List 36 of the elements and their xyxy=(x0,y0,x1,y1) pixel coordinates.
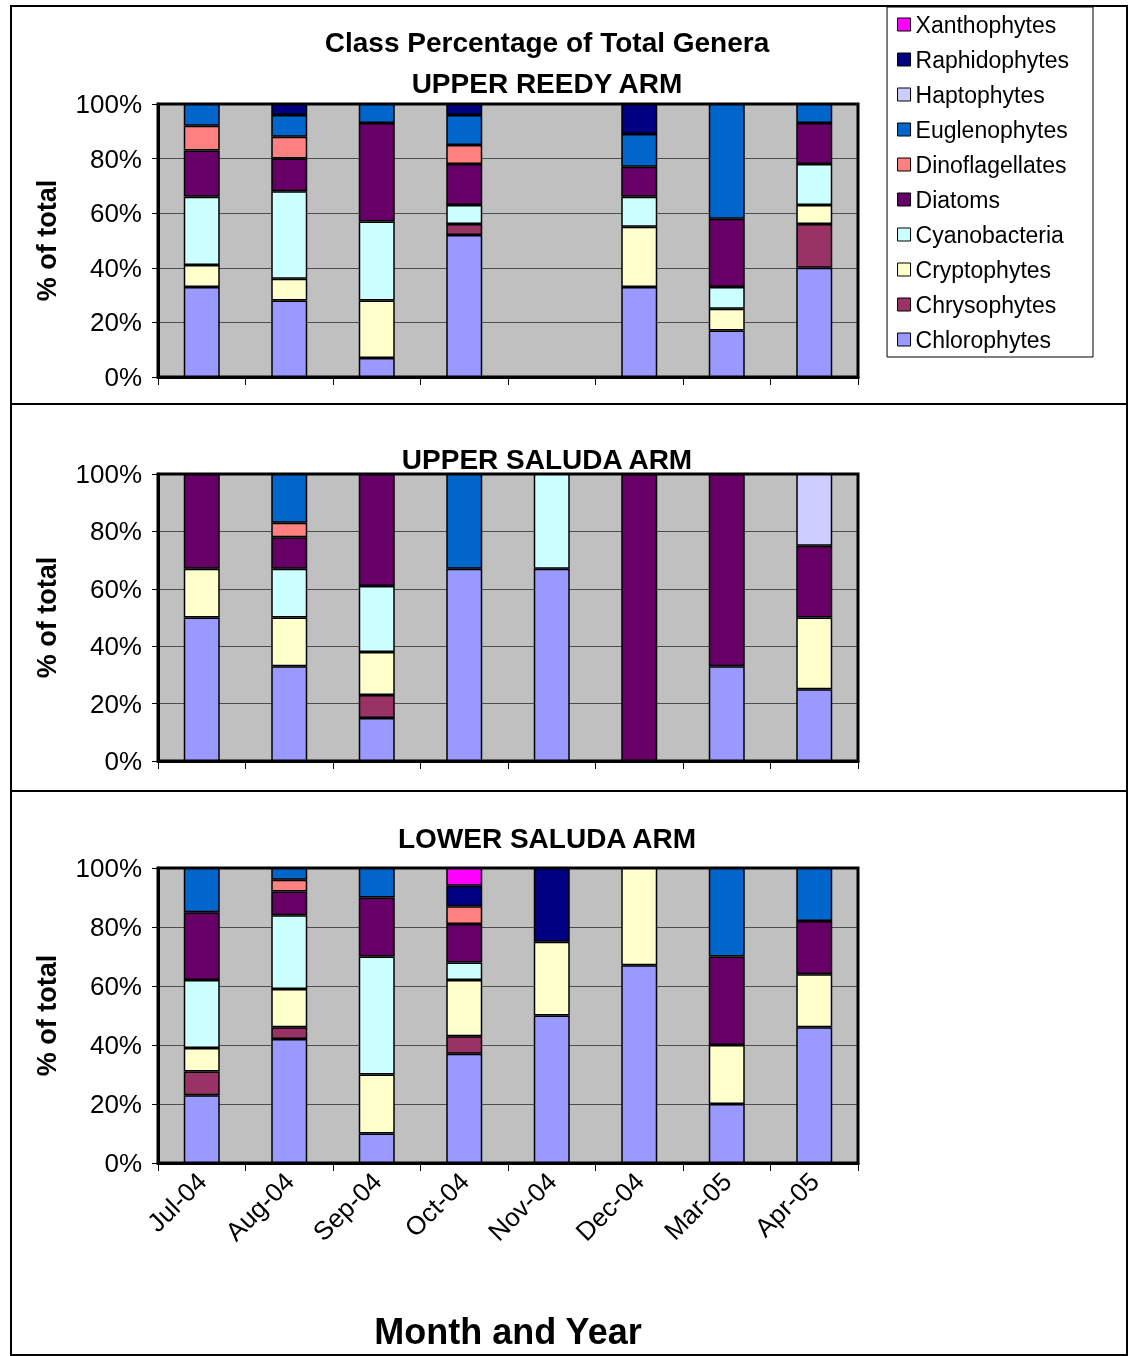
y-tick-label: 20% xyxy=(89,688,142,719)
chart-title: UPPER SALUDA ARM xyxy=(401,443,693,475)
chart-subtitle: UPPER REEDY ARM xyxy=(411,67,683,99)
y-tick-label: 80% xyxy=(89,143,142,174)
legend-label: Euglenophytes xyxy=(915,116,1068,143)
legend-label: Haptophytes xyxy=(915,81,1045,108)
y-tick-label: 20% xyxy=(89,1089,142,1119)
y-tick-label: 20% xyxy=(89,307,142,338)
y-axis-title: % of total xyxy=(31,556,62,679)
y-axis-title: % of total xyxy=(31,179,62,302)
legend-label: Xanthophytes xyxy=(915,11,1057,38)
y-tick-label: 100% xyxy=(75,459,142,489)
y-tick-label: 40% xyxy=(89,631,142,662)
y-tick-label: 80% xyxy=(89,516,142,547)
legend-label: Diatoms xyxy=(915,186,1000,213)
y-axis-title: % of total xyxy=(31,954,62,1077)
y-tick-label: 80% xyxy=(89,912,142,942)
legend-label: Dinoflagellates xyxy=(915,151,1067,178)
y-tick-label: 60% xyxy=(89,198,142,229)
y-tick-label: 40% xyxy=(89,1030,142,1060)
y-tick-label: 60% xyxy=(89,573,142,604)
legend-label: Cyanobacteria xyxy=(915,221,1065,248)
legend-label: Cryptophytes xyxy=(915,256,1052,283)
y-tick-label: 100% xyxy=(75,89,142,119)
y-tick-label: 0% xyxy=(104,1148,142,1178)
y-tick-label: 0% xyxy=(104,362,142,392)
y-tick-label: 100% xyxy=(75,853,142,883)
legend-label: Raphidophytes xyxy=(915,46,1070,73)
chart-title: LOWER SALUDA ARM xyxy=(397,822,697,854)
y-tick-label: 0% xyxy=(104,746,142,776)
legend-label: Chrysophytes xyxy=(915,291,1057,318)
y-tick-label: 60% xyxy=(89,971,142,1001)
chart-title: Class Percentage of Total Genera xyxy=(324,26,770,58)
x-axis-title: Month and Year xyxy=(374,1310,642,1352)
legend-label: Chlorophytes xyxy=(915,326,1052,353)
y-tick-label: 40% xyxy=(89,252,142,283)
